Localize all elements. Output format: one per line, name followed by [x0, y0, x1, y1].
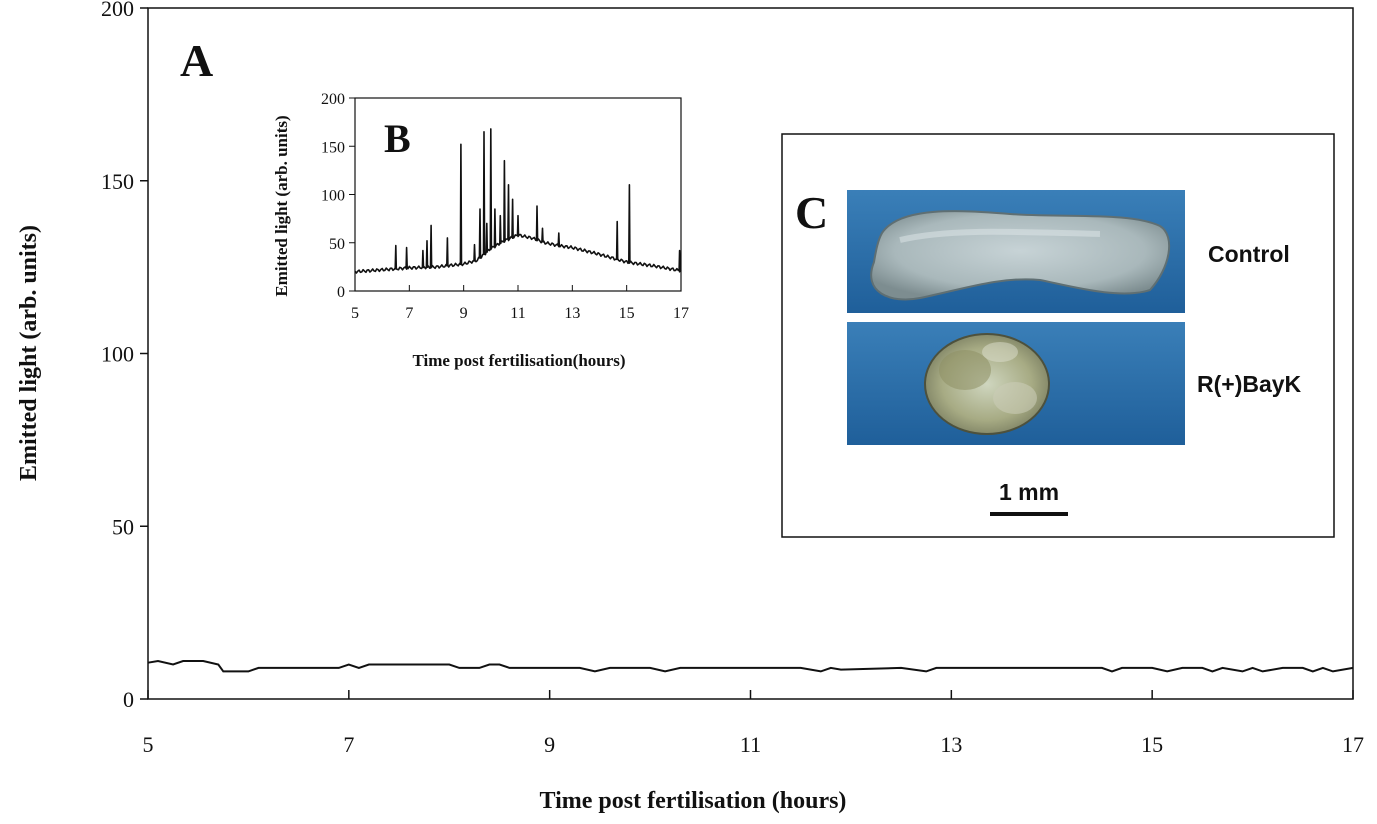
panel-a-x-tick-label: 11 [740, 732, 761, 757]
panel-b-letter: B [384, 116, 411, 161]
panel-a-x-ticks: 5 7 9 11 13 15 17 [143, 690, 1364, 757]
panel-b-series-line [354, 128, 682, 274]
panel-a-x-tick-label: 9 [544, 732, 555, 757]
control-label: Control [1208, 241, 1290, 267]
panel-b-x-tick-label: 9 [460, 305, 468, 322]
panel-b-y-tick-label: 200 [321, 91, 345, 108]
panel-a-series-line [147, 659, 1354, 673]
panel-b-y-tick-label: 150 [321, 139, 345, 156]
panel-b-y-tick-label: 50 [329, 236, 345, 253]
panel-a-y-tick-label: 150 [101, 169, 134, 194]
panel-b-x-ticks: 5 7 9 11 13 15 17 [351, 285, 689, 322]
treated-embryo-photo [847, 322, 1185, 445]
panel-a-y-tick-label: 100 [101, 342, 134, 367]
panel-a-x-tick-label: 17 [1342, 732, 1364, 757]
panel-b-y-tick-label: 100 [321, 188, 345, 205]
panel-c: C Control R(+)BayK 1 mm [781, 133, 1335, 538]
panel-b-x-tick-label: 13 [564, 305, 580, 322]
panel-a-y-axis-label: Emitted light (arb. units) [16, 225, 42, 481]
panel-b-y-tick-label: 0 [337, 284, 345, 301]
panel-a-x-tick-label: 15 [1141, 732, 1163, 757]
panel-b-x-tick-label: 7 [405, 305, 413, 322]
panel-b: 0 50 100 150 200 5 7 9 11 13 15 17 Time post ferti… [272, 91, 689, 370]
control-embryo-photo [847, 190, 1185, 313]
panel-a-x-tick-label: 13 [940, 732, 962, 757]
panel-c-letter: C [795, 187, 828, 238]
panel-a-x-axis-label: Time post fertilisation (hours) [540, 788, 847, 814]
panel-a-letter: A [180, 35, 213, 86]
panel-a-y-tick-label: 50 [112, 514, 134, 539]
panel-a-y-tick-label: 200 [101, 0, 134, 21]
panel-a-y-tick-label: 0 [123, 687, 134, 712]
panel-b-x-tick-label: 11 [510, 305, 525, 322]
panel-b-x-tick-label: 15 [619, 305, 635, 322]
panel-b-x-tick-label: 17 [673, 305, 689, 322]
panel-b-x-axis-label: Time post fertilisation(hours) [412, 351, 625, 370]
treated-label: R(+)BayK [1197, 371, 1302, 397]
scale-bar: 1 mm [990, 479, 1068, 516]
panel-a-y-ticks: 0 50 100 150 200 [101, 0, 148, 712]
panel-b-y-ticks: 0 50 100 150 200 [321, 91, 355, 301]
panel-b-x-tick-label: 5 [351, 305, 359, 322]
scale-bar-label: 1 mm [999, 479, 1059, 505]
panel-a-x-tick-label: 5 [143, 732, 154, 757]
panel-a-x-tick-label: 7 [343, 732, 354, 757]
panel-b-y-axis-label: Emitted light (arb. units) [272, 115, 291, 296]
